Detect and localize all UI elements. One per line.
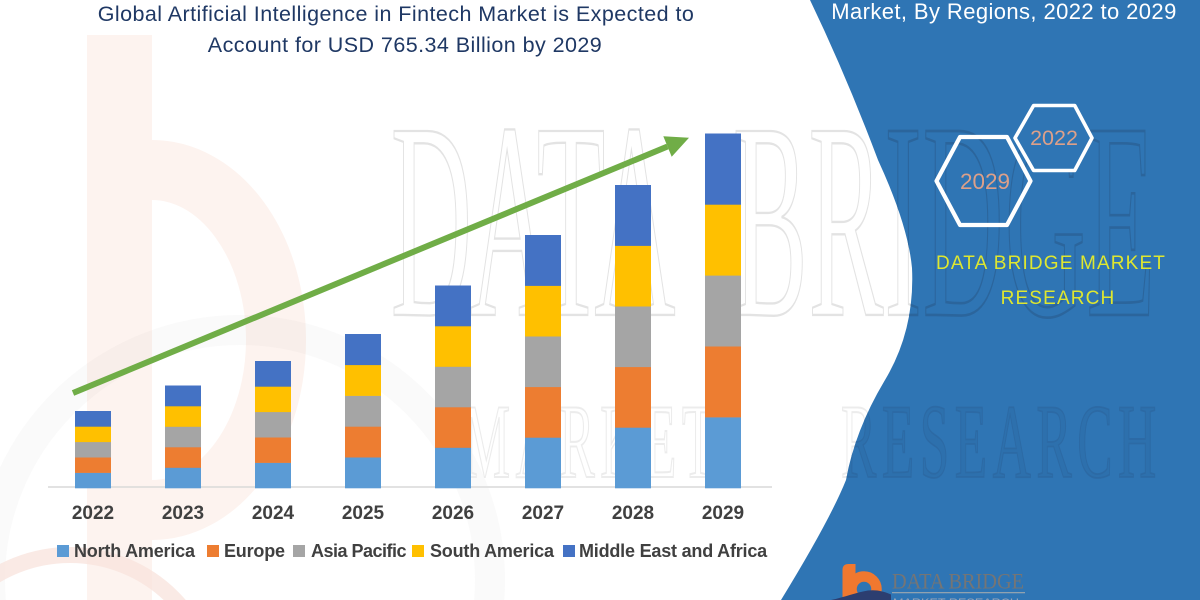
svg-text:MARKET: MARKET bbox=[463, 383, 720, 501]
svg-text:RESEARCH: RESEARCH bbox=[841, 383, 1162, 501]
svg-text:DATA BRIDGE: DATA BRIDGE bbox=[892, 569, 1024, 594]
svg-text:MARKET RESEARCH: MARKET RESEARCH bbox=[893, 597, 1019, 600]
